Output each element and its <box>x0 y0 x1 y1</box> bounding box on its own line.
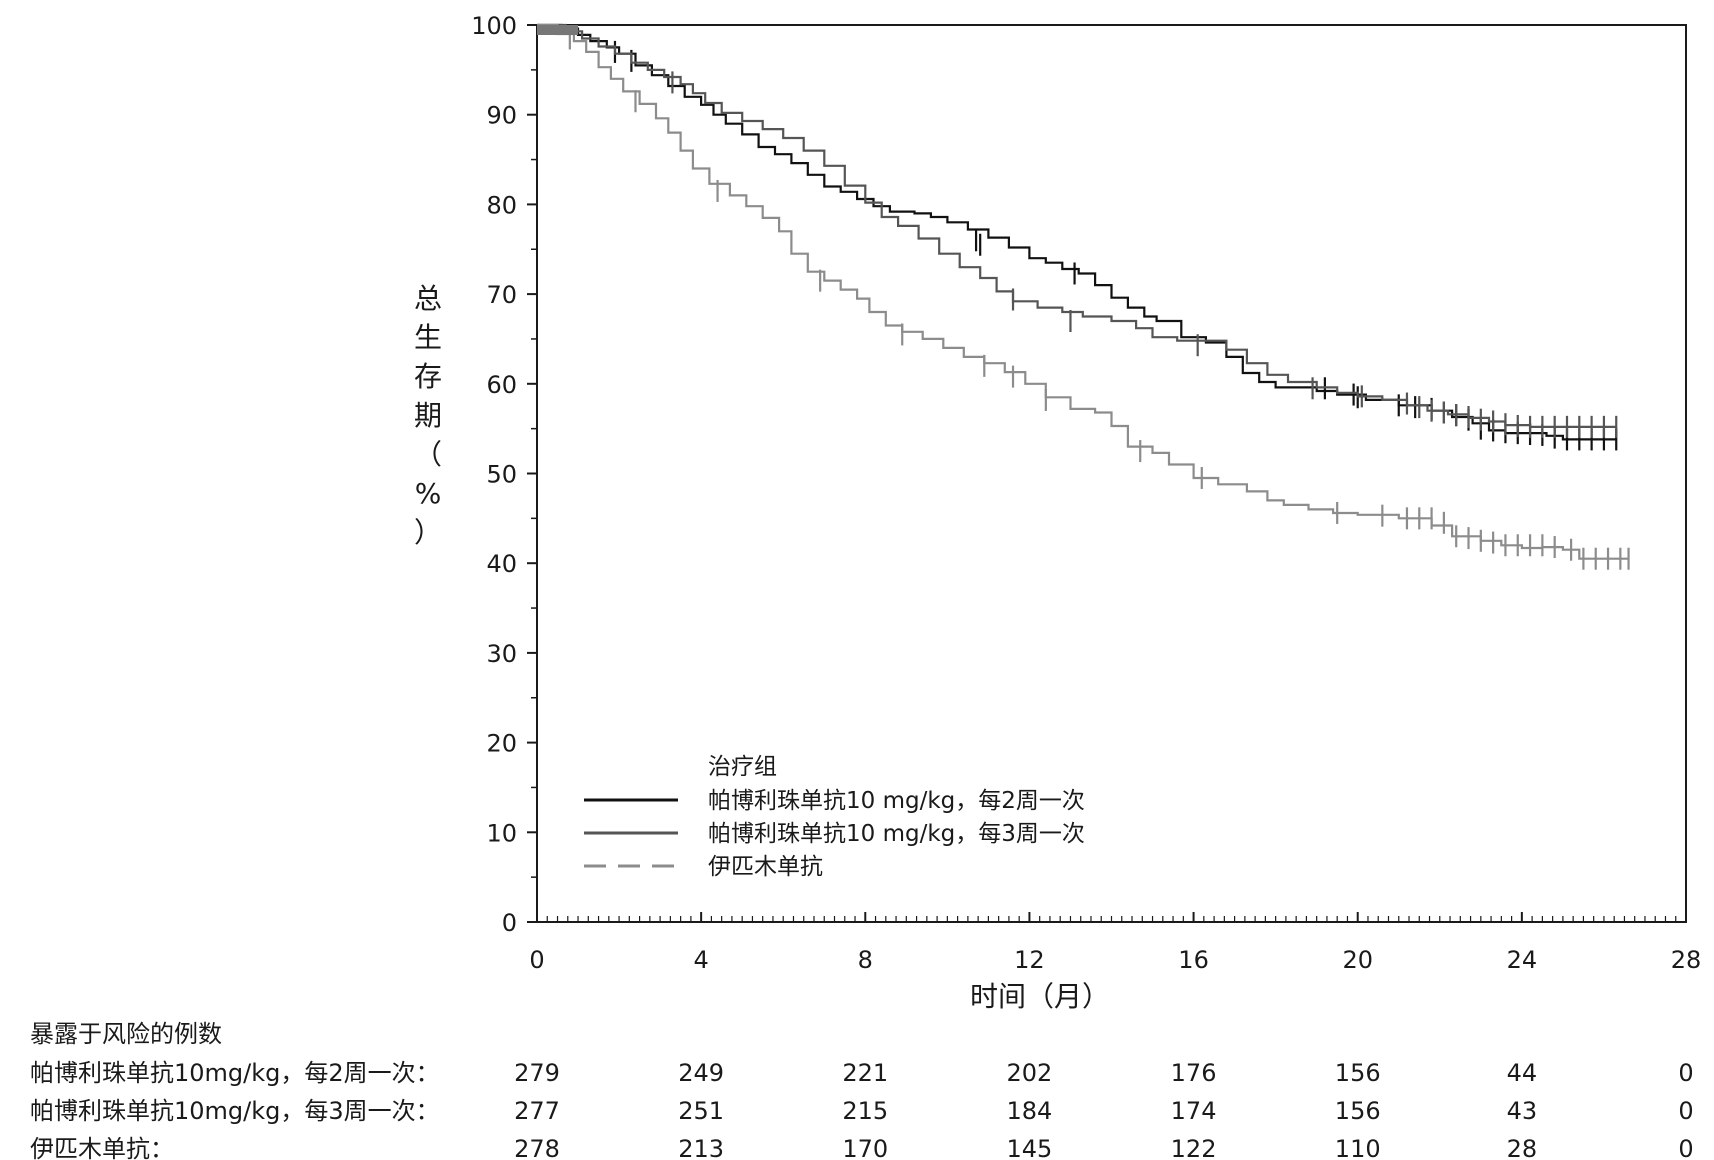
risk-row-label: 帕博利珠单抗10mg/kg，每2周一次： <box>30 1059 440 1087</box>
risk-row-label: 伊匹木单抗： <box>30 1135 174 1160</box>
risk-value: 145 <box>1007 1135 1053 1160</box>
risk-value: 251 <box>678 1097 724 1125</box>
x-axis-label: 时间（月） <box>970 980 1110 1013</box>
series-line <box>537 23 1617 428</box>
risk-value: 202 <box>1007 1059 1053 1087</box>
x-tick-label: 0 <box>529 946 544 974</box>
y-axis-label: 期 <box>414 399 442 432</box>
risk-value: 43 <box>1507 1097 1538 1125</box>
risk-value: 278 <box>514 1135 560 1160</box>
y-tick-label: 0 <box>502 909 517 937</box>
y-tick-label: 40 <box>486 550 517 578</box>
y-tick-label: 20 <box>486 730 517 758</box>
risk-value: 277 <box>514 1097 560 1125</box>
risk-value: 176 <box>1171 1059 1217 1087</box>
risk-value: 156 <box>1335 1059 1381 1087</box>
risk-value: 0 <box>1678 1097 1693 1125</box>
risk-value: 44 <box>1507 1059 1538 1087</box>
y-axis-label: % <box>415 477 442 510</box>
risk-value: 184 <box>1007 1097 1053 1125</box>
risk-value: 156 <box>1335 1097 1381 1125</box>
x-tick-label: 16 <box>1178 946 1209 974</box>
y-axis-label: （ <box>414 438 442 471</box>
y-tick-label: 70 <box>486 281 517 309</box>
series-line <box>537 23 1617 441</box>
risk-value: 249 <box>678 1059 724 1087</box>
risk-value: 213 <box>678 1135 724 1160</box>
risk-value: 215 <box>842 1097 888 1125</box>
risk-row-label: 帕博利珠单抗10mg/kg，每3周一次： <box>30 1097 440 1125</box>
risk-value: 279 <box>514 1059 560 1087</box>
legend-title: 治疗组 <box>708 754 777 780</box>
start-block <box>537 25 579 35</box>
risk-value: 122 <box>1171 1135 1217 1160</box>
y-tick-label: 50 <box>486 461 517 489</box>
risk-value: 0 <box>1678 1135 1693 1160</box>
risk-value: 0 <box>1678 1059 1693 1087</box>
x-tick-label: 12 <box>1014 946 1045 974</box>
legend-label: 伊匹木单抗 <box>708 854 823 880</box>
risk-value: 28 <box>1507 1135 1538 1160</box>
legend-label: 帕博利珠单抗10 mg/kg，每3周一次 <box>708 821 1085 847</box>
x-tick-label: 8 <box>858 946 873 974</box>
y-tick-label: 30 <box>486 640 517 668</box>
x-tick-label: 4 <box>694 946 709 974</box>
y-axis-label: 生 <box>414 321 442 354</box>
legend-label: 帕博利珠单抗10 mg/kg，每2周一次 <box>708 788 1085 814</box>
y-axis-label: 存 <box>414 360 442 393</box>
x-tick-label: 24 <box>1507 946 1538 974</box>
y-tick-label: 90 <box>486 102 517 130</box>
risk-table-title: 暴露于风险的例数 <box>30 1020 222 1048</box>
y-tick-label: 80 <box>486 191 517 219</box>
y-axis-label: 总 <box>414 282 442 315</box>
x-tick-label: 28 <box>1671 946 1702 974</box>
risk-value: 170 <box>842 1135 888 1160</box>
x-tick-label: 20 <box>1342 946 1373 974</box>
y-tick-label: 10 <box>486 819 517 847</box>
risk-value: 174 <box>1171 1097 1217 1125</box>
y-tick-label: 100 <box>471 12 517 40</box>
series-line <box>537 23 1629 560</box>
risk-value: 221 <box>842 1059 888 1087</box>
y-tick-label: 60 <box>486 371 517 399</box>
y-axis-label: ） <box>414 516 442 549</box>
risk-value: 110 <box>1335 1135 1381 1160</box>
